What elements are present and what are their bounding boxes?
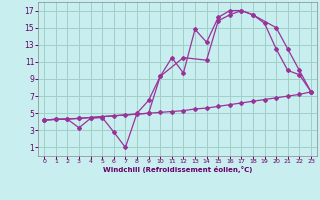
- X-axis label: Windchill (Refroidissement éolien,°C): Windchill (Refroidissement éolien,°C): [103, 166, 252, 173]
